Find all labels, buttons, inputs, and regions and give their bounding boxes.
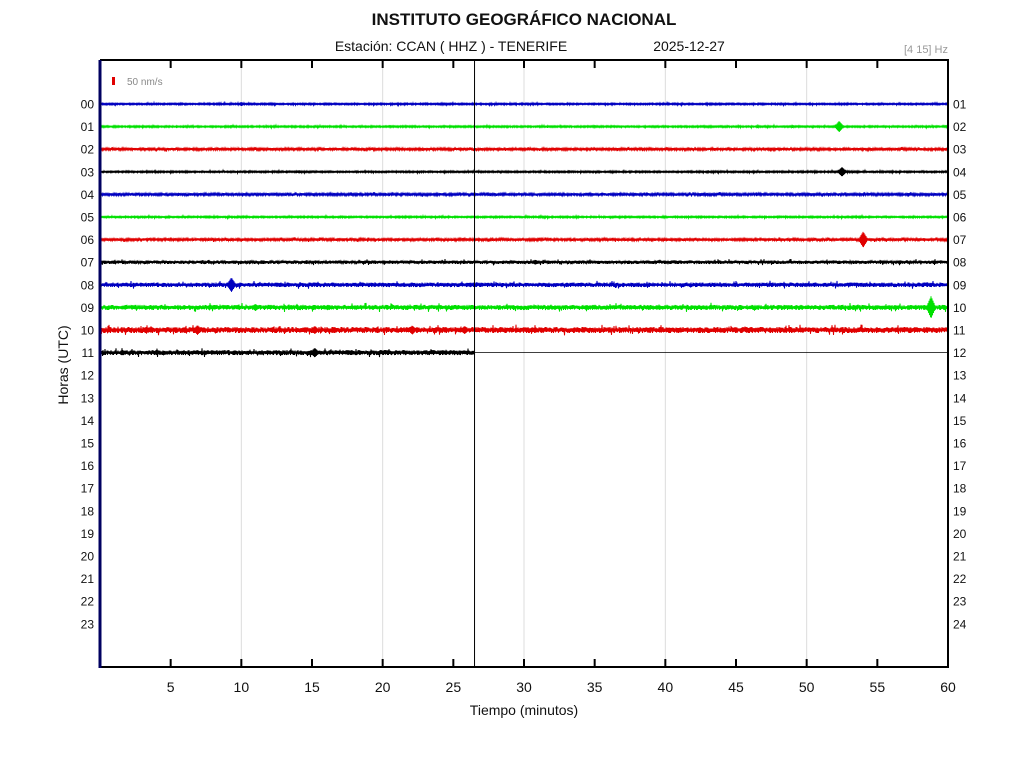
hour-label-left: 23 <box>81 617 95 631</box>
minute-tick-label: 40 <box>658 679 674 695</box>
y-axis-label: Horas (UTC) <box>55 325 71 404</box>
hour-labels: 00 01 02 03 04 05 06 07 08 09 10 11 12 13 14 15 16 17 18 19… <box>81 98 967 632</box>
plot-frame <box>98 59 949 668</box>
hour-label-right: 13 <box>953 369 967 383</box>
hour-label-right: 15 <box>953 414 967 428</box>
hour-label-left: 16 <box>81 459 95 473</box>
hour-label-right: 01 <box>953 98 967 112</box>
hour-label-right: 07 <box>953 233 967 247</box>
hour-label-right: 02 <box>953 120 967 134</box>
hour-label-left: 06 <box>81 233 95 247</box>
hour-label-left: 10 <box>81 324 95 338</box>
filter-label: [4 15] Hz <box>904 44 948 56</box>
minute-tick-label: 50 <box>799 679 815 695</box>
seismic-traces <box>99 60 949 667</box>
hour-label-left: 11 <box>82 346 95 360</box>
hour-label-right: 06 <box>953 211 967 225</box>
hour-label-left: 17 <box>81 482 95 496</box>
minute-tick-label: 15 <box>304 679 320 695</box>
hour-label-right: 12 <box>953 346 967 360</box>
hour-label-left: 09 <box>81 301 95 315</box>
hour-label-left: 14 <box>81 414 95 428</box>
hour-label-right: 24 <box>953 617 967 631</box>
hour-label-right: 09 <box>953 278 967 292</box>
hour-label-right: 22 <box>953 572 967 586</box>
chart-title: INSTITUTO GEOGRÁFICO NACIONAL <box>372 10 677 29</box>
hour-label-left: 18 <box>81 504 95 518</box>
date-label: 2025-12-27 <box>653 38 725 54</box>
x-axis-label: Tiempo (minutos) <box>470 702 578 718</box>
hour-label-left: 04 <box>81 188 95 202</box>
hour-label-right: 20 <box>953 527 967 541</box>
minute-tick-label: 25 <box>446 679 462 695</box>
hour-label-right: 21 <box>953 550 967 564</box>
hour-label-left: 12 <box>81 369 95 383</box>
scale-bar <box>112 77 115 85</box>
minute-tick-label: 60 <box>940 679 956 695</box>
minute-tick-label: 30 <box>516 679 532 695</box>
hour-label-right: 08 <box>953 256 967 270</box>
hour-label-left: 19 <box>81 527 95 541</box>
hour-label-left: 13 <box>81 391 95 405</box>
hour-label-left: 01 <box>81 120 95 134</box>
hour-label-left: 05 <box>81 211 95 225</box>
minute-tick-label: 55 <box>870 679 886 695</box>
hour-label-right: 17 <box>953 459 967 473</box>
hour-label-right: 14 <box>953 391 967 405</box>
minute-labels: 5 10 15 20 25 30 35 40 45 50 55 60 <box>167 679 956 695</box>
minute-tick-label: 5 <box>167 679 175 695</box>
station-label: Estación: CCAN ( HHZ ) - TENERIFE <box>335 38 567 54</box>
hour-label-left: 22 <box>81 595 95 609</box>
hour-label-left: 07 <box>81 256 95 270</box>
hour-label-left: 02 <box>81 143 95 157</box>
hour-label-right: 19 <box>953 504 967 518</box>
hour-label-left: 21 <box>81 572 95 586</box>
hour-label-left: 08 <box>81 278 95 292</box>
minute-tick-label: 20 <box>375 679 391 695</box>
hour-label-left: 15 <box>81 437 95 451</box>
hour-label-right: 23 <box>953 595 967 609</box>
hour-label-right: 03 <box>953 143 967 157</box>
scale-label: 50 nm/s <box>127 77 163 88</box>
hour-label-right: 10 <box>953 301 967 315</box>
grid-lines <box>240 60 808 667</box>
minute-tick-label: 45 <box>728 679 744 695</box>
minute-tick-label: 10 <box>234 679 250 695</box>
minute-tick-label: 35 <box>587 679 603 695</box>
hour-label-left: 00 <box>81 98 95 112</box>
hour-label-right: 16 <box>953 437 967 451</box>
hour-label-left: 03 <box>81 165 95 179</box>
hour-label-right: 05 <box>953 188 967 202</box>
hour-label-left: 20 <box>81 550 95 564</box>
hour-label-right: 04 <box>953 165 967 179</box>
hour-label-right: 18 <box>953 482 967 496</box>
hour-label-right: 11 <box>953 324 966 338</box>
